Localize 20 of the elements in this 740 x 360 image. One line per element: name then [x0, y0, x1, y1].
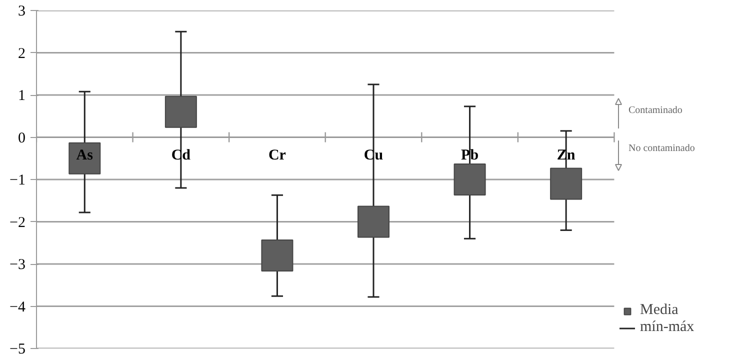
y-tick-label: −5 [10, 342, 26, 358]
y-tick-label: −3 [10, 257, 26, 273]
point [358, 206, 390, 238]
x-tick-label: Cr [268, 147, 286, 164]
y-tick-label: −2 [10, 214, 26, 231]
y-tick-label: −4 [10, 299, 26, 316]
point [164, 96, 197, 128]
y-tick-label: 0 [18, 130, 26, 146]
text: No contaminado [628, 143, 695, 154]
y-tick-label: 3 [18, 4, 26, 20]
x-tick-label: As [76, 147, 94, 164]
point [454, 164, 486, 196]
text: Contaminado [628, 105, 682, 116]
legend-label: Media [640, 302, 678, 319]
y-tick-label: 1 [18, 88, 26, 104]
y-tick-label: 2 [18, 46, 26, 62]
point [261, 240, 294, 272]
point [550, 168, 582, 200]
text: mín-máx [640, 319, 694, 336]
y-tick-label: −1 [10, 172, 26, 188]
